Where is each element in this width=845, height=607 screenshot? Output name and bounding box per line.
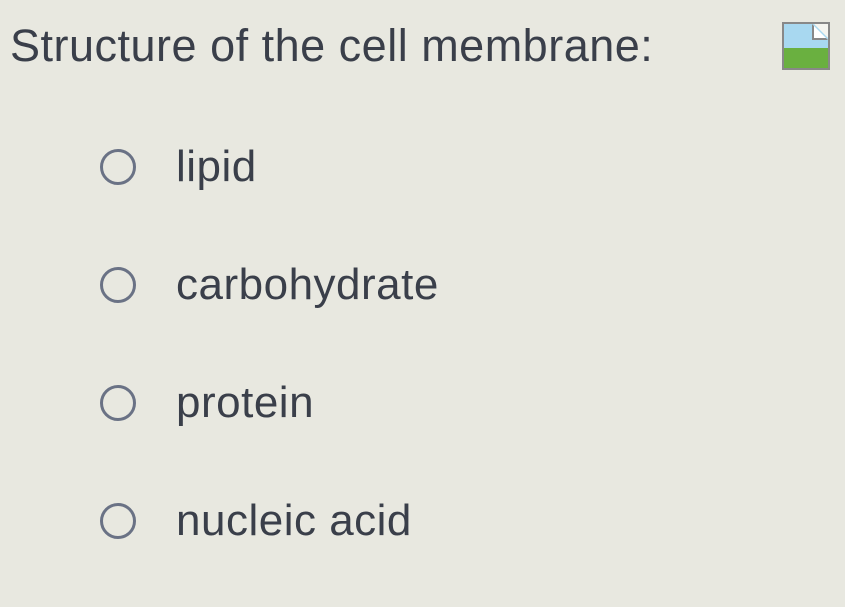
radio-button[interactable] xyxy=(100,267,136,303)
option-label: carbohydrate xyxy=(176,260,439,310)
broken-image-icon xyxy=(782,22,830,70)
option-label: lipid xyxy=(176,142,257,192)
radio-button[interactable] xyxy=(100,503,136,539)
radio-button[interactable] xyxy=(100,149,136,185)
option-row-lipid[interactable]: lipid xyxy=(100,142,845,192)
options-container: lipid carbohydrate protein nucleic acid xyxy=(0,72,845,546)
question-text: Structure of the cell membrane: xyxy=(10,20,653,72)
option-label: nucleic acid xyxy=(176,496,412,546)
option-row-protein[interactable]: protein xyxy=(100,378,845,428)
option-label: protein xyxy=(176,378,314,428)
question-header: Structure of the cell membrane: xyxy=(0,20,845,72)
option-row-nucleic-acid[interactable]: nucleic acid xyxy=(100,496,845,546)
radio-button[interactable] xyxy=(100,385,136,421)
option-row-carbohydrate[interactable]: carbohydrate xyxy=(100,260,845,310)
